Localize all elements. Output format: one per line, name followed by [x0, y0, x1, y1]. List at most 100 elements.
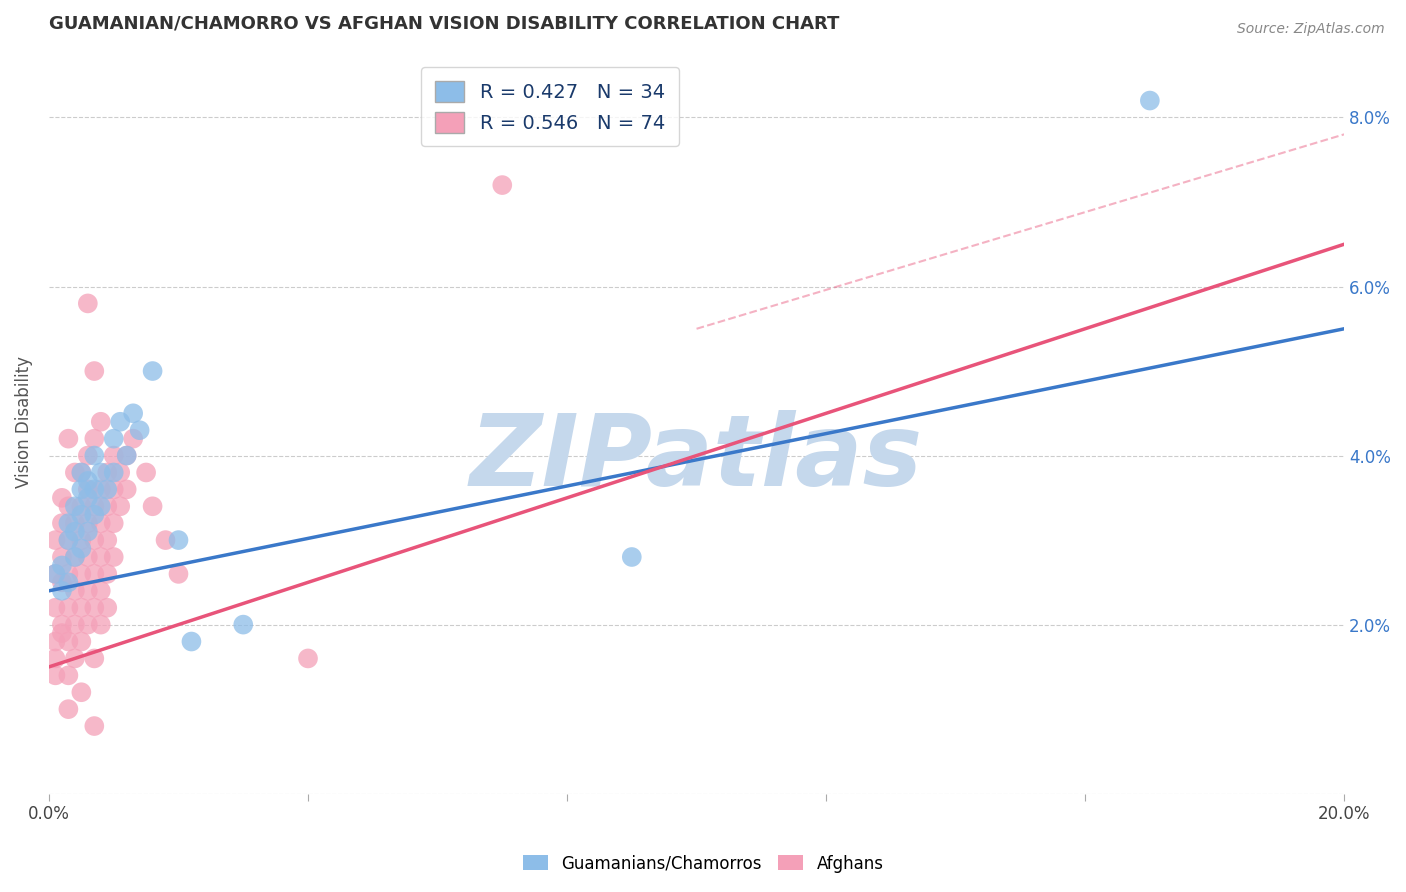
Point [83, 719, 105, 733]
Point [96, 483, 118, 497]
Point [167, 566, 190, 581]
Point [58, 516, 80, 531]
Point [90, 516, 112, 531]
Point [491, 178, 513, 192]
Point [58, 533, 80, 547]
Point [70, 533, 93, 547]
Point [70, 500, 93, 514]
Point [58, 600, 80, 615]
Point [103, 483, 125, 497]
Point [83, 600, 105, 615]
Point [83, 508, 105, 522]
Point [103, 432, 125, 446]
Point [70, 685, 93, 699]
Point [103, 549, 125, 564]
Point [108, 466, 131, 480]
Point [44, 566, 66, 581]
Point [83, 432, 105, 446]
Point [96, 600, 118, 615]
Point [63, 466, 86, 480]
Text: Source: ZipAtlas.com: Source: ZipAtlas.com [1237, 22, 1385, 37]
Point [58, 634, 80, 648]
Point [1139, 94, 1161, 108]
Point [96, 566, 118, 581]
Point [83, 483, 105, 497]
Point [76, 474, 98, 488]
Point [58, 432, 80, 446]
Point [76, 296, 98, 310]
Point [58, 566, 80, 581]
Point [103, 466, 125, 480]
Point [83, 364, 105, 378]
Point [51, 558, 73, 573]
Point [108, 500, 131, 514]
Point [83, 566, 105, 581]
Point [51, 626, 73, 640]
Point [83, 651, 105, 665]
Point [58, 575, 80, 590]
Point [44, 533, 66, 547]
Point [90, 500, 112, 514]
Point [70, 634, 93, 648]
Point [115, 449, 138, 463]
Point [51, 575, 73, 590]
Point [90, 583, 112, 598]
Point [620, 549, 643, 564]
Point [90, 466, 112, 480]
Point [83, 500, 105, 514]
Point [122, 406, 145, 420]
Text: GUAMANIAN/CHAMORRO VS AFGHAN VISION DISABILITY CORRELATION CHART: GUAMANIAN/CHAMORRO VS AFGHAN VISION DISA… [49, 15, 839, 33]
Point [142, 364, 165, 378]
Point [63, 549, 86, 564]
Point [58, 500, 80, 514]
Point [51, 583, 73, 598]
Point [83, 533, 105, 547]
Point [96, 500, 118, 514]
Legend: Guamanians/Chamorros, Afghans: Guamanians/Chamorros, Afghans [516, 848, 890, 880]
Point [180, 634, 202, 648]
Point [142, 500, 165, 514]
Point [58, 702, 80, 716]
Point [122, 432, 145, 446]
Point [70, 466, 93, 480]
Y-axis label: Vision Disability: Vision Disability [15, 356, 32, 488]
Point [44, 634, 66, 648]
Point [96, 533, 118, 547]
Point [76, 524, 98, 539]
Point [70, 508, 93, 522]
Point [44, 566, 66, 581]
Point [96, 466, 118, 480]
Point [83, 449, 105, 463]
Point [44, 600, 66, 615]
Point [63, 516, 86, 531]
Point [51, 516, 73, 531]
Point [44, 651, 66, 665]
Point [63, 583, 86, 598]
Point [76, 549, 98, 564]
Point [76, 583, 98, 598]
Point [135, 466, 157, 480]
Text: ZIPatlas: ZIPatlas [470, 410, 924, 508]
Point [232, 617, 254, 632]
Point [44, 668, 66, 682]
Point [51, 617, 73, 632]
Point [167, 533, 190, 547]
Legend: R = 0.427   N = 34, R = 0.546   N = 74: R = 0.427 N = 34, R = 0.546 N = 74 [422, 67, 679, 146]
Point [58, 668, 80, 682]
Point [76, 516, 98, 531]
Point [70, 466, 93, 480]
Point [297, 651, 319, 665]
Point [103, 516, 125, 531]
Point [103, 449, 125, 463]
Point [63, 549, 86, 564]
Point [51, 549, 73, 564]
Point [70, 541, 93, 556]
Point [63, 651, 86, 665]
Point [76, 449, 98, 463]
Point [76, 491, 98, 505]
Point [70, 483, 93, 497]
Point [128, 423, 150, 437]
Point [63, 500, 86, 514]
Point [90, 483, 112, 497]
Point [70, 600, 93, 615]
